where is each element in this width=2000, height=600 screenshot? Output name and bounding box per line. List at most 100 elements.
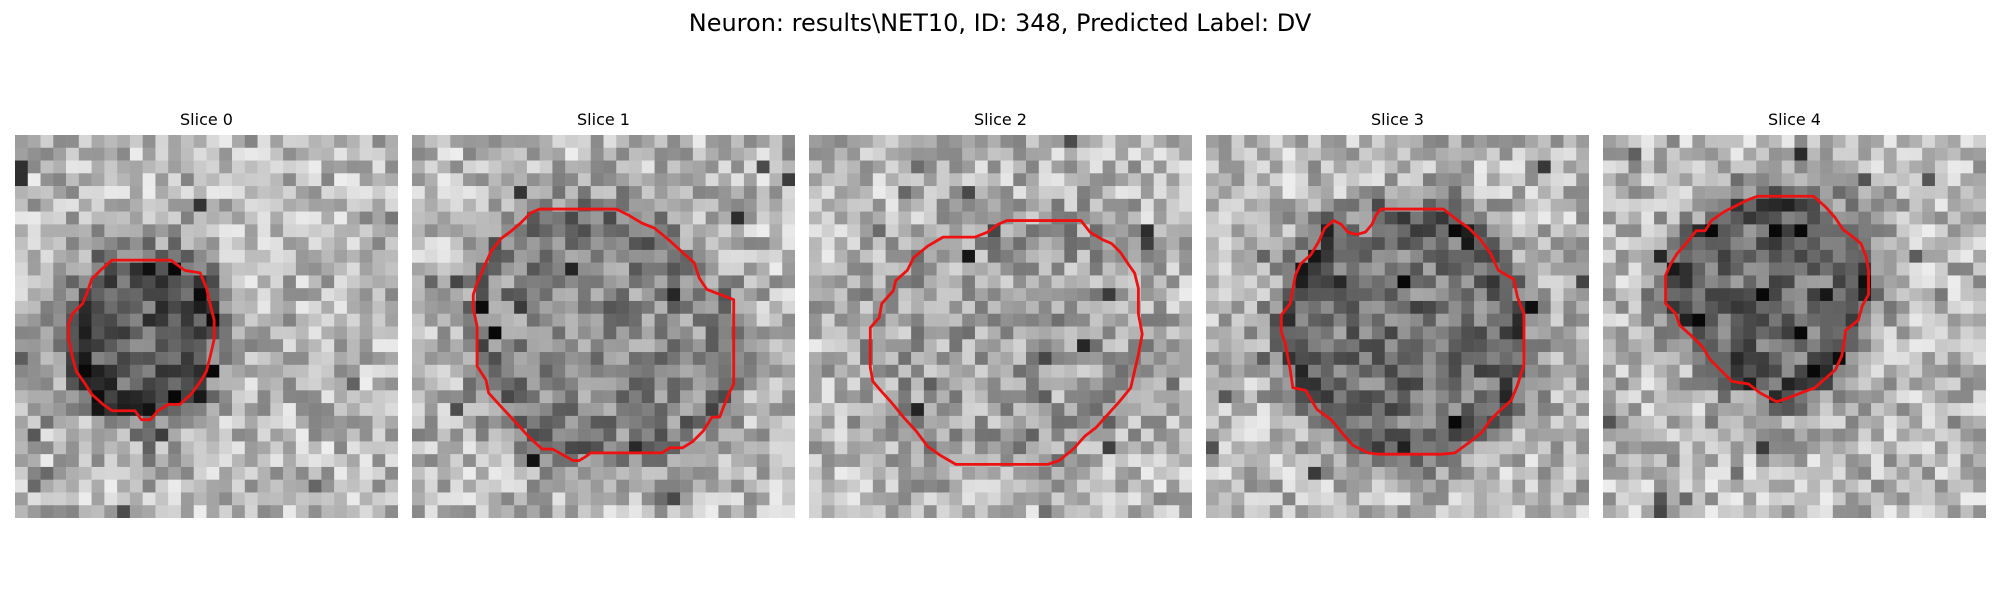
pixel xyxy=(308,249,322,263)
pixel xyxy=(168,198,182,212)
pixel xyxy=(987,160,1001,174)
pixel xyxy=(769,173,783,187)
pixel xyxy=(372,275,386,289)
pixel xyxy=(692,173,706,187)
pixel xyxy=(847,198,861,212)
pixel xyxy=(142,403,156,417)
pixel xyxy=(1883,390,1897,404)
pixel xyxy=(1820,249,1834,263)
pixel xyxy=(987,173,1001,187)
pixel xyxy=(1333,428,1347,442)
pixel xyxy=(1115,198,1129,212)
pixel xyxy=(1525,377,1539,391)
pixel xyxy=(1960,390,1974,404)
pixel xyxy=(437,237,451,251)
pixel xyxy=(1794,466,1808,480)
pixel xyxy=(731,211,745,225)
pixel xyxy=(1166,173,1180,187)
pixel xyxy=(1244,466,1258,480)
pixel xyxy=(219,492,233,506)
pixel xyxy=(1089,313,1103,327)
pixel xyxy=(1717,466,1731,480)
pixel xyxy=(782,224,795,238)
pixel xyxy=(475,428,489,442)
pixel xyxy=(1166,390,1180,404)
pixel xyxy=(1550,313,1564,327)
pixel xyxy=(1832,415,1846,429)
pixel xyxy=(1883,237,1897,251)
pixel xyxy=(898,339,912,353)
pixel xyxy=(1064,415,1078,429)
pixel xyxy=(412,275,426,289)
pixel xyxy=(667,249,681,263)
pixel xyxy=(1359,403,1373,417)
pixel xyxy=(974,262,988,276)
pixel xyxy=(117,135,131,149)
pixel xyxy=(1666,352,1680,366)
pixel xyxy=(129,288,143,302)
pixel xyxy=(1333,135,1347,149)
pixel xyxy=(308,466,322,480)
pixel xyxy=(334,364,348,378)
pixel xyxy=(1206,466,1220,480)
pixel xyxy=(821,313,835,327)
pixel xyxy=(1410,415,1424,429)
pixel xyxy=(885,198,899,212)
pixel xyxy=(1397,288,1411,302)
pixel xyxy=(743,505,757,518)
pixel xyxy=(565,160,579,174)
pixel xyxy=(782,415,795,429)
pixel xyxy=(1679,466,1693,480)
pixel xyxy=(15,505,29,518)
pixel xyxy=(1218,275,1232,289)
pixel xyxy=(962,275,976,289)
pixel xyxy=(27,147,41,161)
pixel xyxy=(232,300,246,314)
pixel xyxy=(949,479,963,493)
pixel xyxy=(180,377,194,391)
pixel xyxy=(155,300,169,314)
pixel xyxy=(1537,313,1551,327)
pixel xyxy=(577,466,591,480)
pixel xyxy=(834,160,848,174)
pixel xyxy=(117,479,131,493)
pixel xyxy=(346,147,360,161)
pixel xyxy=(257,313,271,327)
pixel xyxy=(1051,403,1065,417)
pixel xyxy=(1282,415,1296,429)
pixel xyxy=(91,275,105,289)
pixel xyxy=(1858,466,1872,480)
slice-panel-1: Slice 1 xyxy=(412,108,795,524)
pixel xyxy=(463,173,477,187)
pixel xyxy=(1845,211,1859,225)
pixel xyxy=(987,364,1001,378)
pixel xyxy=(1576,147,1589,161)
pixel xyxy=(1000,505,1014,518)
pixel xyxy=(40,505,54,518)
pixel xyxy=(1166,300,1180,314)
pixel xyxy=(424,352,438,366)
pixel xyxy=(475,288,489,302)
pixel xyxy=(488,288,502,302)
pixel xyxy=(1013,173,1027,187)
pixel xyxy=(1692,262,1706,276)
pixel xyxy=(1346,466,1360,480)
pixel xyxy=(1858,403,1872,417)
pixel xyxy=(1448,173,1462,187)
pixel xyxy=(1654,288,1668,302)
pixel xyxy=(680,313,694,327)
pixel xyxy=(1641,441,1655,455)
pixel xyxy=(1947,313,1961,327)
pixel xyxy=(1102,492,1116,506)
pixel xyxy=(654,352,668,366)
pixel xyxy=(334,454,348,468)
pixel xyxy=(1909,249,1923,263)
pixel xyxy=(1499,364,1513,378)
pixel xyxy=(308,211,322,225)
pixel xyxy=(1206,428,1220,442)
pixel xyxy=(1615,415,1629,429)
pixel xyxy=(463,237,477,251)
pixel xyxy=(1768,364,1782,378)
pixel xyxy=(424,186,438,200)
pixel xyxy=(1960,275,1974,289)
